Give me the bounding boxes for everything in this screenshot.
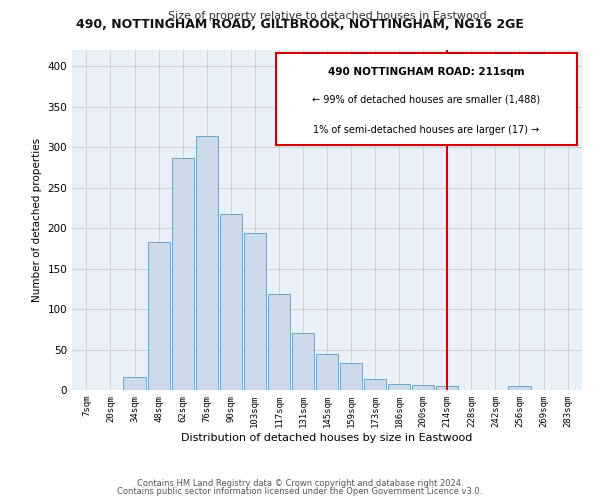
- Bar: [196, 136, 218, 390]
- Bar: [244, 233, 266, 390]
- Bar: [364, 380, 386, 390]
- Bar: [316, 354, 338, 390]
- Bar: [292, 334, 314, 390]
- Bar: [340, 364, 362, 390]
- Bar: [124, 377, 146, 390]
- Bar: [172, 158, 194, 390]
- Bar: [148, 242, 170, 390]
- Text: Contains public sector information licensed under the Open Government Licence v3: Contains public sector information licen…: [118, 487, 482, 496]
- Bar: [436, 386, 458, 390]
- X-axis label: Distribution of detached houses by size in Eastwood: Distribution of detached houses by size …: [181, 432, 473, 442]
- Bar: [412, 385, 434, 390]
- Bar: [508, 386, 530, 390]
- Bar: [268, 294, 290, 390]
- Y-axis label: Number of detached properties: Number of detached properties: [32, 138, 42, 302]
- Text: Contains HM Land Registry data © Crown copyright and database right 2024.: Contains HM Land Registry data © Crown c…: [137, 478, 463, 488]
- Title: Size of property relative to detached houses in Eastwood: Size of property relative to detached ho…: [167, 12, 487, 22]
- Bar: [220, 214, 242, 390]
- Bar: [388, 384, 410, 390]
- Text: 490, NOTTINGHAM ROAD, GILTBROOK, NOTTINGHAM, NG16 2GE: 490, NOTTINGHAM ROAD, GILTBROOK, NOTTING…: [76, 18, 524, 30]
